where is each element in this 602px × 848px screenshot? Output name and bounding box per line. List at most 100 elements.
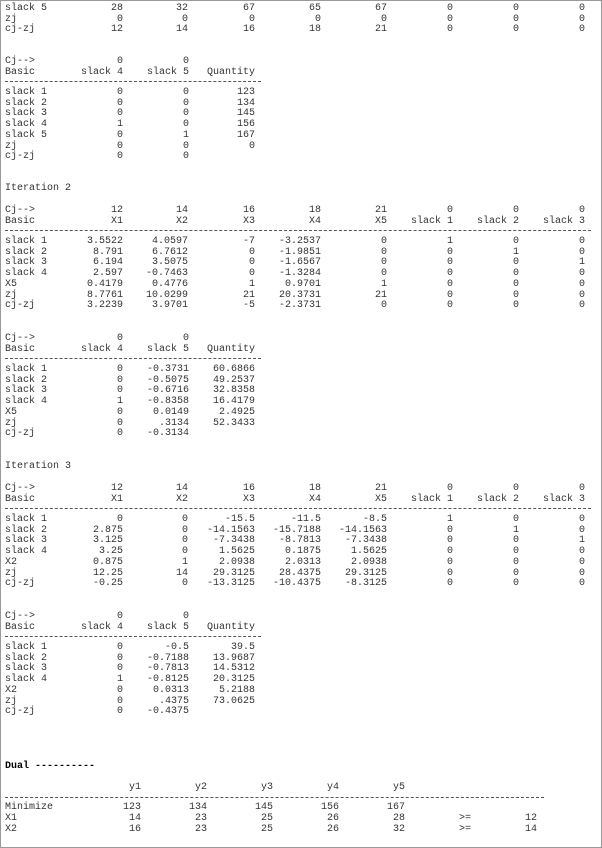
cell-value: 0 bbox=[446, 257, 453, 269]
cell-value: 32 bbox=[392, 823, 405, 835]
cell-value: 0 bbox=[116, 364, 123, 375]
row-label: slack 2 bbox=[5, 652, 48, 664]
cell-value: 0 bbox=[116, 428, 123, 440]
cell-value: 167 bbox=[386, 802, 405, 814]
cell-value: 0 bbox=[446, 524, 453, 536]
cell-value: X3 bbox=[242, 493, 255, 505]
cell-value: 0 bbox=[116, 417, 123, 429]
cell-value: 14 bbox=[524, 823, 537, 835]
row-label: slack 4 bbox=[5, 119, 48, 131]
cell-value: 16.4179 bbox=[212, 396, 255, 408]
cell-value: 0 bbox=[578, 236, 585, 247]
cell-value: 0 bbox=[512, 300, 519, 312]
cell-value: Quantity bbox=[206, 66, 255, 78]
cell-value: 0 bbox=[578, 246, 585, 258]
cell-value: 12 bbox=[524, 813, 537, 824]
cell-value: 6.7612 bbox=[151, 246, 188, 258]
cell-value: 0 bbox=[116, 611, 123, 622]
row-label: zj bbox=[5, 417, 18, 429]
cell-value: -15.5 bbox=[224, 514, 255, 525]
row-label: Cj--> bbox=[5, 56, 36, 67]
cell-value: 0 bbox=[116, 706, 123, 718]
cell-value: 29.3125 bbox=[212, 567, 255, 579]
cell-value: 0 bbox=[116, 140, 123, 152]
cell-value: 0.0149 bbox=[152, 406, 189, 418]
cell-value: 0 bbox=[512, 268, 519, 280]
cell-value: X1 bbox=[110, 493, 123, 505]
cell-value: 6.194 bbox=[92, 257, 123, 269]
row-label: Basic bbox=[5, 66, 36, 78]
cell-value: 0 bbox=[446, 289, 453, 301]
cell-value: 0 bbox=[512, 289, 519, 301]
cell-value: 16 bbox=[128, 823, 141, 835]
cell-value: 12 bbox=[110, 483, 123, 494]
cell-value: 0 bbox=[181, 535, 188, 547]
cell-value: 0 bbox=[512, 567, 519, 579]
cell-value: 1 bbox=[116, 119, 123, 131]
row-label: Cj--> bbox=[5, 611, 36, 622]
cell-value: 0 bbox=[116, 514, 123, 525]
cell-value: 0 bbox=[182, 97, 189, 109]
row-label: slack 3 bbox=[5, 257, 48, 269]
cell-value: 26 bbox=[326, 813, 339, 824]
cell-value: 0 bbox=[512, 278, 519, 290]
cell-value: slack 1 bbox=[410, 215, 453, 227]
row-label: Basic bbox=[5, 493, 36, 505]
cell-value: >= bbox=[458, 813, 471, 824]
cell-value: y2 bbox=[194, 782, 207, 793]
cell-value: 14.5312 bbox=[212, 663, 255, 675]
cell-value: 3.5075 bbox=[151, 257, 188, 269]
row-label: slack 3 bbox=[5, 535, 48, 547]
row-label: slack 1 bbox=[5, 642, 48, 653]
cell-value: 2.0313 bbox=[284, 556, 321, 568]
cell-value: -0.8358 bbox=[146, 396, 189, 408]
cell-value: 0 bbox=[446, 556, 453, 568]
cell-value: slack 2 bbox=[476, 493, 519, 505]
cell-value: 0 bbox=[181, 514, 188, 525]
cell-value: X5 bbox=[374, 215, 387, 227]
cell-value: 0 bbox=[446, 205, 453, 216]
cell-value: 0 bbox=[182, 108, 189, 120]
cell-value: 21 bbox=[374, 24, 387, 36]
cell-value: 0 bbox=[182, 611, 189, 622]
cell-value: 0 bbox=[314, 13, 321, 25]
row-label: Cj--> bbox=[5, 333, 36, 344]
cell-value: 0 bbox=[116, 108, 123, 120]
cell-value: 0 bbox=[512, 257, 519, 269]
cell-value: 0 bbox=[181, 546, 188, 558]
cell-value: 67 bbox=[242, 3, 255, 14]
cell-value: 1 bbox=[182, 129, 189, 141]
separator bbox=[5, 796, 544, 798]
cell-value: 0 bbox=[181, 524, 188, 536]
cell-value: 21 bbox=[374, 205, 387, 216]
cell-value: 134 bbox=[236, 97, 255, 109]
cell-value: 32 bbox=[175, 3, 188, 14]
cell-value: slack 4 bbox=[80, 66, 123, 78]
cell-value: slack 3 bbox=[542, 215, 585, 227]
cell-value: 0 bbox=[380, 236, 387, 247]
cell-value: 0 bbox=[116, 684, 123, 696]
cell-value: 0 bbox=[181, 578, 188, 590]
cell-value: -7.3438 bbox=[344, 535, 387, 547]
cell-value: 134 bbox=[188, 802, 207, 814]
cell-value: X4 bbox=[308, 215, 321, 227]
cell-value: 18 bbox=[308, 205, 321, 216]
cell-value: 0.875 bbox=[92, 556, 123, 568]
cell-value: 0 bbox=[578, 483, 585, 494]
cell-value: slack 1 bbox=[410, 493, 453, 505]
row-label: X5 bbox=[5, 278, 18, 290]
cell-value: Quantity bbox=[206, 343, 255, 355]
cell-value: 0 bbox=[116, 374, 123, 386]
row-label: cj-zj bbox=[5, 428, 36, 440]
cell-value: 0 bbox=[116, 151, 123, 163]
cell-value: -11.5 bbox=[290, 514, 321, 525]
cell-value: 145 bbox=[254, 802, 273, 814]
cell-value: 0 bbox=[446, 535, 453, 547]
cell-value: 3.2239 bbox=[86, 300, 123, 312]
cell-value: -1.9851 bbox=[278, 246, 321, 258]
cell-value: slack 5 bbox=[146, 66, 189, 78]
cell-value: 1 bbox=[578, 535, 585, 547]
cell-value: -8.3125 bbox=[344, 578, 387, 590]
cell-value: slack 3 bbox=[542, 493, 585, 505]
